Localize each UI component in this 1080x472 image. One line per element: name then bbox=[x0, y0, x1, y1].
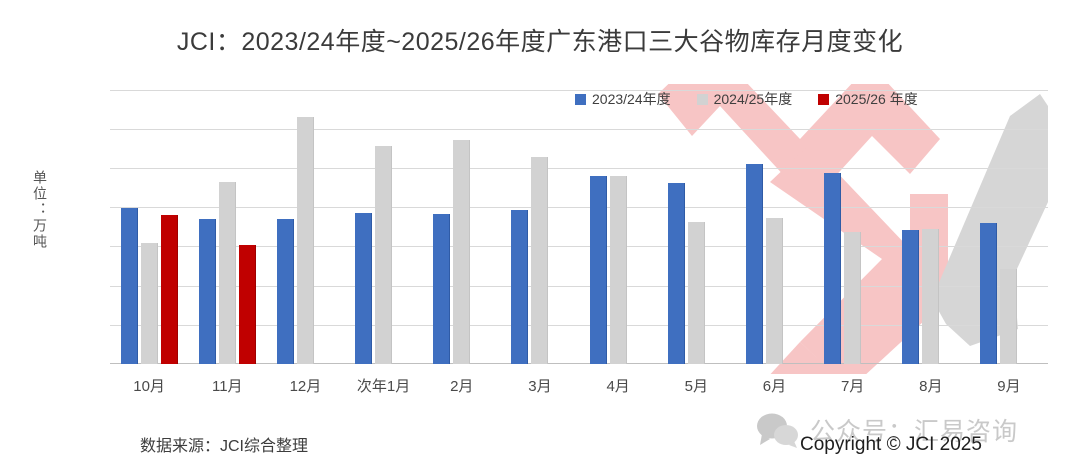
x-tick-label: 9月 bbox=[997, 378, 1021, 395]
bar-group bbox=[188, 90, 266, 364]
bar-group bbox=[345, 90, 423, 364]
bar-0[interactable] bbox=[511, 209, 529, 364]
x-tick-label: 8月 bbox=[919, 378, 943, 395]
bar-1[interactable] bbox=[296, 117, 314, 364]
bar-1[interactable] bbox=[922, 229, 940, 364]
bar-1[interactable] bbox=[1000, 269, 1018, 364]
legend-item-2023-24[interactable]: 2023/24年度 bbox=[575, 89, 671, 109]
bar-0[interactable] bbox=[433, 213, 451, 364]
x-tick-label: 5月 bbox=[684, 378, 708, 395]
bar-2[interactable] bbox=[160, 215, 178, 364]
chart-legend: 2023/24年度 2024/25年度 2025/26 年度 bbox=[575, 89, 918, 109]
bar-1[interactable] bbox=[844, 231, 862, 364]
x-tick-label: 3月 bbox=[528, 378, 552, 395]
x-tick-label: 10月 bbox=[133, 378, 165, 395]
wechat-icon bbox=[757, 413, 798, 448]
wechat-watermark-text: 公众号：汇易咨询 bbox=[810, 418, 1019, 446]
gridline-250: 250 bbox=[110, 168, 1048, 169]
source-note: 数据来源：JCI综合整理 bbox=[140, 438, 309, 455]
x-tick-label: 7月 bbox=[840, 378, 865, 395]
bar-0[interactable] bbox=[902, 230, 920, 364]
legend-swatch-icon bbox=[575, 93, 586, 105]
x-tick-label: 11月 bbox=[211, 378, 243, 395]
bar-0[interactable] bbox=[120, 208, 138, 364]
bar-0[interactable] bbox=[589, 176, 607, 364]
gridline-50: 50 bbox=[110, 325, 1048, 326]
bar-group bbox=[892, 90, 970, 364]
bar-group bbox=[735, 90, 813, 364]
legend-label: 2024/25年度 bbox=[713, 91, 793, 107]
bar-1[interactable] bbox=[140, 243, 158, 364]
gridline-0: 0 bbox=[110, 363, 1048, 364]
y-axis-label: 单位：万吨 bbox=[32, 170, 48, 250]
x-tick-label: 12月 bbox=[289, 378, 322, 395]
bar-1[interactable] bbox=[609, 176, 627, 364]
bar-1[interactable] bbox=[687, 222, 705, 364]
bar-group bbox=[110, 90, 188, 364]
legend-swatch-icon bbox=[696, 93, 708, 105]
bar-0[interactable] bbox=[276, 219, 294, 364]
bar-0[interactable] bbox=[355, 212, 373, 364]
x-tick-label: 2月 bbox=[450, 378, 474, 395]
x-tick-label: 4月 bbox=[606, 378, 630, 395]
wechat-watermark: 公众号：汇易咨询 bbox=[756, 412, 1018, 448]
legend-item-2025-26[interactable]: 2025/26 年度 bbox=[818, 89, 918, 109]
gridline-150: 150 bbox=[110, 246, 1048, 247]
gridline-200: 200 bbox=[110, 207, 1048, 208]
bar-1[interactable] bbox=[218, 182, 236, 364]
x-tick-label: 6月 bbox=[762, 378, 787, 395]
bar-1[interactable] bbox=[375, 146, 393, 364]
bar-group bbox=[814, 90, 892, 364]
x-axis: 10月 11月 12月 次年1月 2月 3月 4月 5月 6月 7月 8月 9月 bbox=[110, 366, 1048, 396]
bar-group bbox=[970, 90, 1048, 364]
bar-1[interactable] bbox=[453, 140, 471, 364]
bar-group bbox=[657, 90, 735, 364]
legend-item-2024-25[interactable]: 2024/25年度 bbox=[696, 89, 793, 109]
legend-label: 2023/24年度 bbox=[592, 91, 671, 107]
gridline-100: 100 bbox=[110, 286, 1048, 287]
plot-area: 350 300 250 200 150 100 50 0 bbox=[110, 84, 1048, 374]
bar-0[interactable] bbox=[667, 183, 685, 364]
bar-0[interactable] bbox=[824, 172, 842, 364]
bar-2[interactable] bbox=[238, 245, 256, 364]
bar-0[interactable] bbox=[745, 164, 763, 364]
gridline-300: 300 bbox=[110, 129, 1048, 130]
chart-title: JCI：2023/24年度~2025/26年度广东港口三大谷物库存月度变化 bbox=[176, 28, 904, 56]
bar-0[interactable] bbox=[198, 219, 216, 364]
gridline-350: 350 bbox=[110, 90, 1048, 91]
copyright-text: Copyright © JCI 2025 bbox=[800, 434, 982, 455]
bar-group bbox=[266, 90, 344, 364]
x-tick-label: 次年1月 bbox=[356, 378, 411, 395]
bar-0[interactable] bbox=[980, 223, 998, 364]
bar-group bbox=[501, 90, 579, 364]
legend-swatch-icon bbox=[818, 93, 830, 105]
bar-group bbox=[579, 90, 657, 364]
bar-1[interactable] bbox=[531, 157, 549, 364]
bar-group bbox=[423, 90, 501, 364]
bar-1[interactable] bbox=[765, 217, 783, 364]
bars-layer bbox=[110, 90, 1048, 364]
legend-label: 2025/26 年度 bbox=[835, 91, 918, 107]
